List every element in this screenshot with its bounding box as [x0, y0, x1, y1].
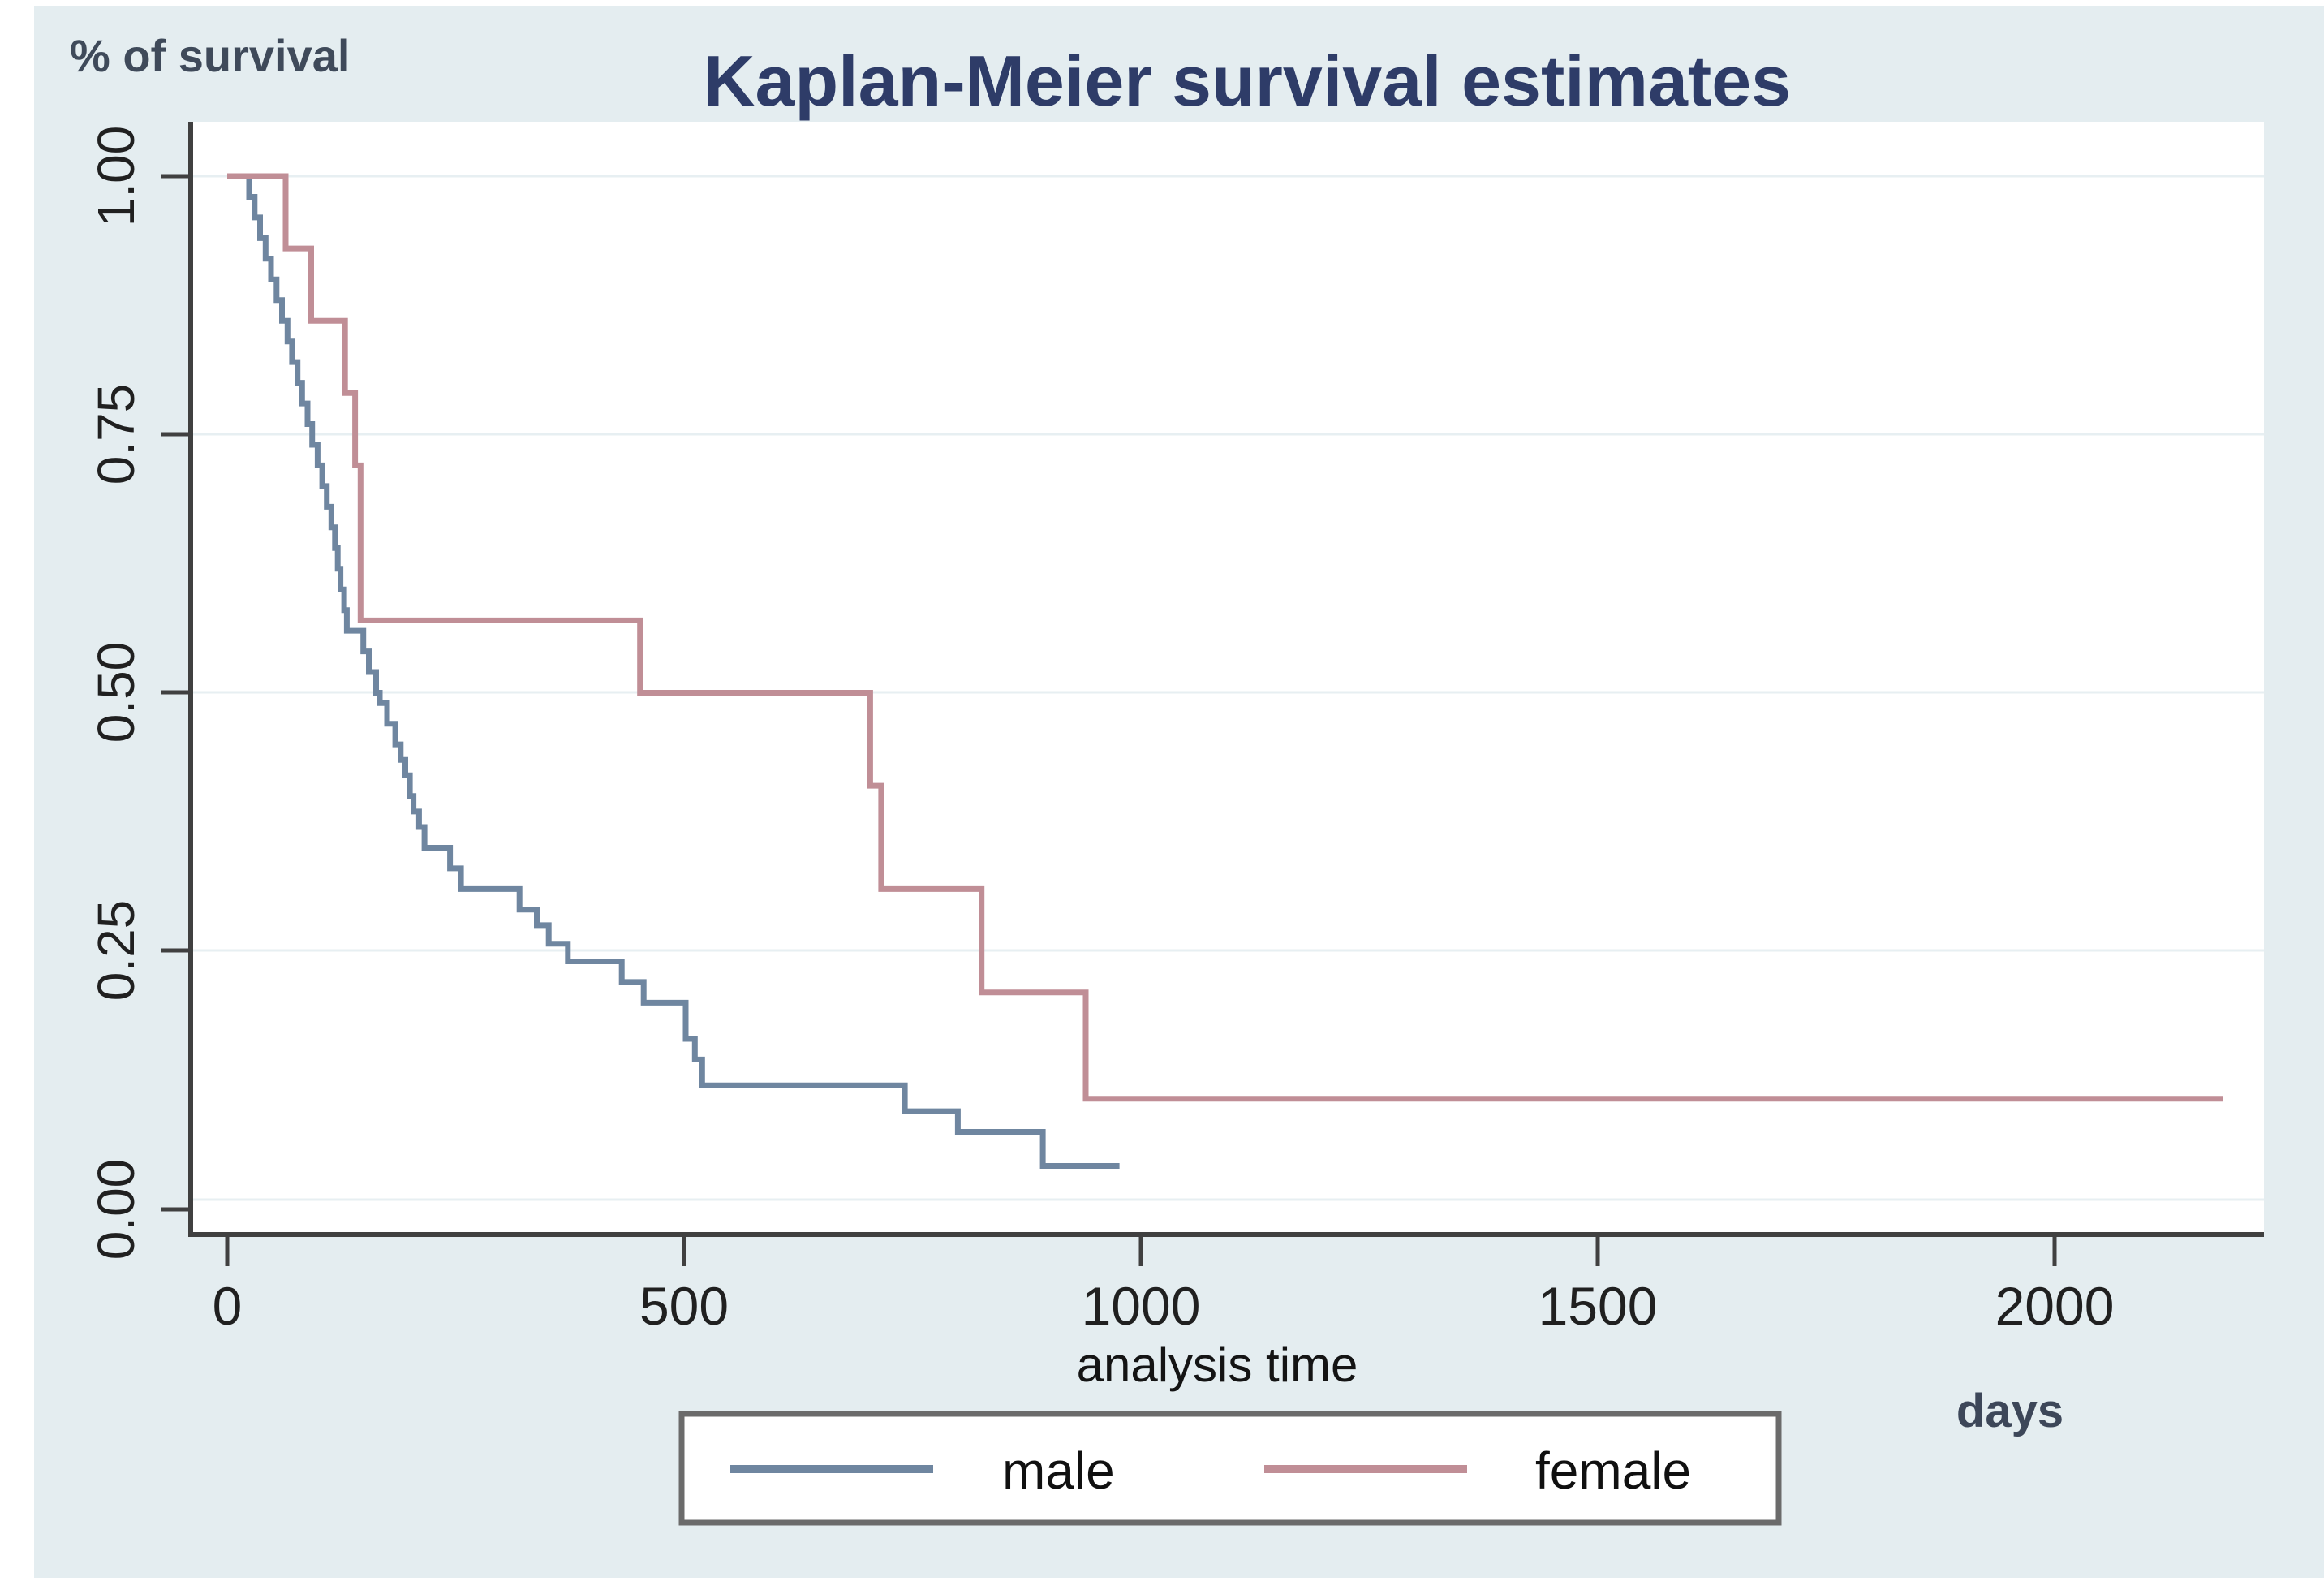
- y-tick-label-0-75: 0.75: [87, 384, 145, 485]
- x-tick-labels: 0 500 1000 1500 2000: [213, 1276, 2115, 1336]
- plot-area: [193, 122, 2264, 1235]
- y-tick-label-0-25: 0.25: [87, 900, 145, 1002]
- x-axis-title: analysis time: [1077, 1338, 1358, 1392]
- chart-title: Kaplan-Meier survival estimates: [704, 41, 1791, 121]
- male-survival-curve: [227, 173, 1120, 1169]
- x-axis-unit-label: days: [1956, 1385, 2064, 1437]
- female-survival-curve: [227, 173, 2223, 1102]
- y-tick-label-0-50: 0.50: [87, 642, 145, 743]
- legend-female-label: female: [1535, 1441, 1691, 1500]
- x-tick-label-1500: 1500: [1539, 1276, 1658, 1336]
- y-tick-label-0-00: 0.00: [87, 1159, 145, 1260]
- x-tick-label-500: 500: [639, 1276, 729, 1336]
- x-ticks: [225, 1237, 2057, 1266]
- legend: male female: [678, 1411, 1782, 1526]
- x-tick-label-2000: 2000: [1995, 1276, 2115, 1336]
- survival-curves: [227, 173, 2223, 1169]
- gridlines: [193, 175, 2264, 1201]
- y-axis-title: % of survival: [70, 30, 350, 81]
- x-tick-label-1000: 1000: [1082, 1276, 1201, 1336]
- y-tick-labels: 1.00 0.75 0.50 0.25 0.00: [87, 126, 145, 1260]
- y-ticks: [161, 174, 189, 1212]
- legend-male-label: male: [1002, 1441, 1115, 1500]
- x-tick-label-0: 0: [213, 1276, 243, 1336]
- y-tick-label-1-00: 1.00: [87, 126, 145, 227]
